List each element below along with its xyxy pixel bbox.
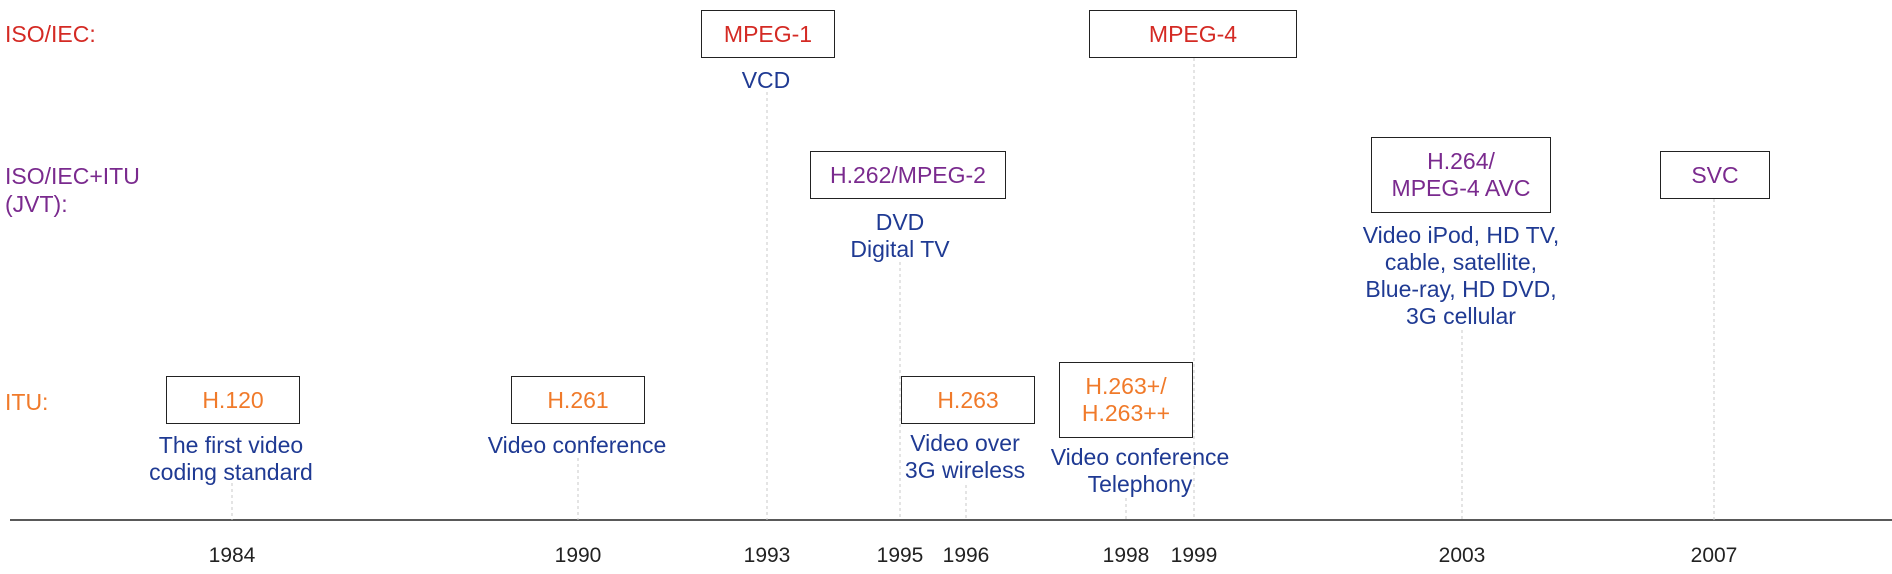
year-label: 1990 bbox=[554, 544, 602, 567]
lane-label-iso: ISO/IEC: bbox=[5, 21, 96, 47]
note-h264: Video iPod, HD TV, cable, satellite, Blu… bbox=[1362, 222, 1560, 329]
standard-box-h264: H.264/ MPEG-4 AVC bbox=[1371, 137, 1551, 213]
note-h261: Video conference bbox=[487, 432, 667, 458]
year-label: 1998 bbox=[1102, 544, 1150, 567]
note-h263: Video over 3G wireless bbox=[904, 430, 1026, 483]
note-h262: DVD Digital TV bbox=[850, 209, 950, 262]
year-label: 1996 bbox=[942, 544, 990, 567]
lane-label-jvt-line2: (JVT): bbox=[5, 191, 68, 217]
lane-label-jvt-line1: ISO/IEC+ITU bbox=[5, 163, 140, 189]
year-label: 1995 bbox=[876, 544, 924, 567]
year-label: 2007 bbox=[1690, 544, 1738, 567]
year-label: 1984 bbox=[208, 544, 256, 567]
standard-box-h263: H.263 bbox=[901, 376, 1035, 424]
year-label: 1993 bbox=[743, 544, 791, 567]
note-mpeg1: VCD bbox=[741, 67, 791, 93]
note-h120: The first video coding standard bbox=[149, 432, 313, 485]
note-h263pp: Video conference Telephony bbox=[1050, 444, 1230, 497]
lane-label-itu: ITU: bbox=[5, 389, 49, 415]
standard-box-h263pp: H.263+/ H.263++ bbox=[1059, 362, 1193, 438]
standard-box-h120: H.120 bbox=[166, 376, 300, 424]
standard-box-mpeg1: MPEG-1 bbox=[701, 10, 835, 58]
year-label: 2003 bbox=[1438, 544, 1486, 567]
standard-box-h261: H.261 bbox=[511, 376, 645, 424]
standard-box-svc: SVC bbox=[1660, 151, 1770, 199]
standard-box-mpeg4: MPEG-4 bbox=[1089, 10, 1297, 58]
year-label: 1999 bbox=[1170, 544, 1218, 567]
standard-box-h262: H.262/MPEG-2 bbox=[810, 151, 1006, 199]
